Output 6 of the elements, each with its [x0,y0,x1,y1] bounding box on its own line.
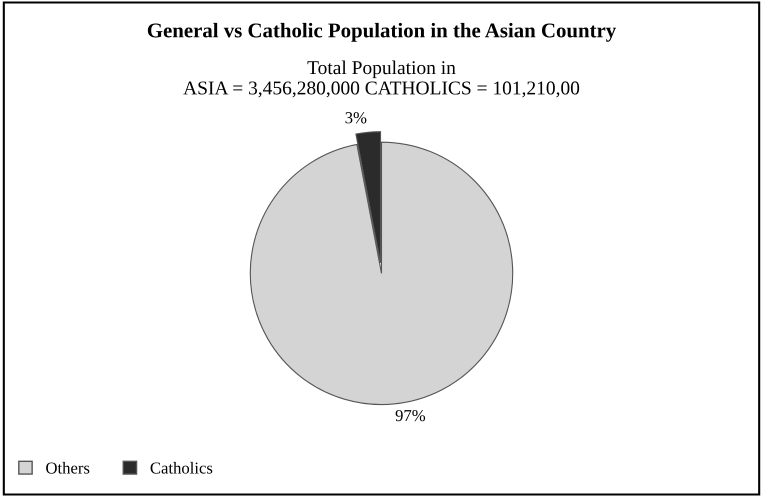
data-label: 3% [346,112,366,124]
data-label: 97% [396,410,426,422]
chart-title: General vs Catholic Population in the Asian Country [148,22,616,42]
legend-label: Others [46,462,90,474]
legend-label: Catholics [150,462,212,474]
chart-subtitle: Total Population in ASIA = 3,456,280,000 CATHOLICS = 101,210,00 [183,60,580,98]
